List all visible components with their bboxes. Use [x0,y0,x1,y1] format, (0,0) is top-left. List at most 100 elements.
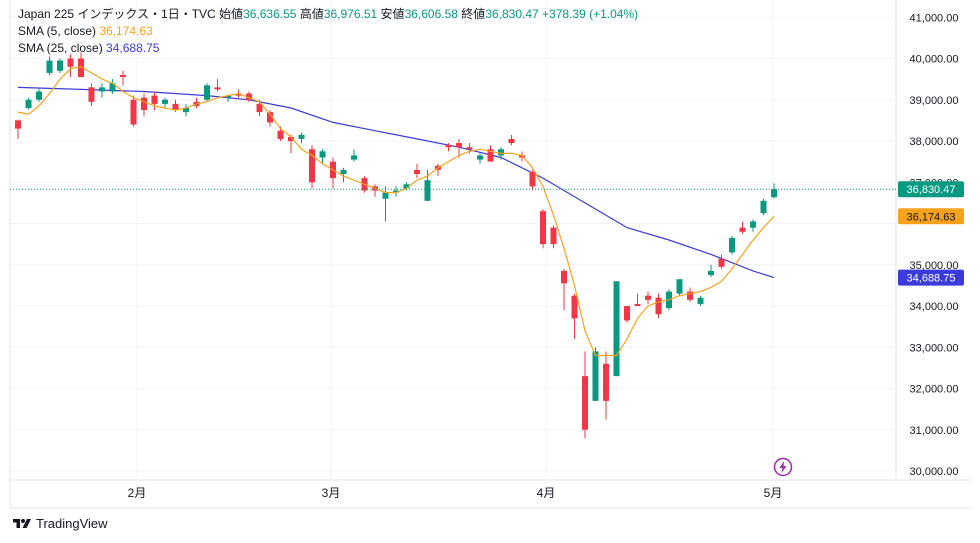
symbol-title[interactable]: Japan 225 インデックス・1日・TVC [18,7,216,21]
candle-body [718,258,725,267]
y-tick-label: 39,000.00 [910,95,959,107]
candle-body [172,103,179,111]
x-tick-label: 2月 [128,486,147,500]
x-tick-label: 5月 [764,486,783,500]
candle-body [529,171,536,187]
candle [708,264,714,278]
candle [151,91,158,111]
candle [613,281,620,377]
candle-body [319,151,326,158]
sma5-price-badge-bg [898,208,964,225]
y-tick-label: 32,000.00 [910,384,959,396]
candle [57,58,63,73]
candle-body [603,363,609,401]
y-tick-label: 31,000.00 [910,425,959,437]
candle [183,103,189,117]
candle-body [445,145,452,148]
candle [760,198,767,216]
candle [340,167,347,183]
candle-body [729,237,735,253]
sma5-line [17,66,775,357]
candle-body [487,149,494,162]
candle [141,93,147,117]
candle [477,153,483,164]
tradingview-attribution[interactable]: TradingView [12,516,108,531]
candle-body [634,303,641,306]
candle-body [760,200,767,214]
candle-body [15,120,21,129]
candle [592,347,599,401]
candle-body [498,149,504,156]
legend-sma5-row[interactable]: SMA (5, close) 36,174.63 [18,23,638,40]
candle-body [697,297,704,304]
candle [162,97,168,108]
change-value: +378.39 (+1.04%) [542,7,639,21]
candle [519,151,525,162]
chart-grid [9,0,970,509]
candle [288,134,294,154]
candle [540,209,546,249]
candle [15,119,21,139]
sma25-price-badge-bg [898,269,964,286]
candle-body [46,60,53,73]
candle-body [550,227,557,245]
candle-body [141,97,147,111]
candle-body [708,270,714,276]
sma5-value: 36,174.63 [99,24,153,38]
candle-body [750,221,756,228]
candle-body [120,75,126,78]
candle-body [456,143,462,148]
candles [15,52,777,438]
sma25-value: 34,688.75 [106,41,160,55]
candle-body [477,155,483,160]
close-label: 終値 [461,7,486,21]
candle [529,169,536,191]
y-tick-label: 41,000.00 [910,12,959,24]
tradingview-brand: TradingView [36,516,108,531]
x-tick-label: 3月 [322,486,341,500]
candle [456,138,462,158]
candle [25,97,32,110]
candle [99,83,105,98]
candle [109,79,116,94]
candle [246,91,252,102]
candle [676,279,683,296]
candle-body [540,211,546,245]
candle [424,169,431,201]
candle [414,163,420,179]
candle [309,145,315,189]
legend-symbol-row: Japan 225 インデックス・1日・TVC 始値36,636.55 高値36… [18,6,638,23]
y-tick-label: 34,000.00 [910,301,959,313]
x-tick-label: 4月 [537,486,556,500]
legend-sma25-row[interactable]: SMA (25, close) 34,688.75 [18,40,638,57]
candle-body [571,295,578,319]
candle [319,149,326,164]
lightning-bolt-icon[interactable] [773,457,793,477]
candle-body [382,192,389,199]
candle-body [88,87,95,102]
candle [214,79,221,92]
candle [718,254,725,269]
candle [78,52,84,78]
sma5-price-badge: 36,174.63 [898,208,964,225]
sma25-label: SMA (25, close) [18,41,103,55]
candle-body [36,91,42,100]
price-axis[interactable]: 41,000.0040,000.0039,000.0038,000.0037,0… [910,12,959,478]
candle-body [624,306,630,321]
candle [267,110,273,127]
candle-body [340,169,347,174]
price-badges: 36,830.47 36,174.63 34,688.75 [10,181,964,286]
close-value: 36,830.47 [485,7,539,21]
candle [729,235,735,255]
candle-body [519,155,525,158]
candle-body [561,270,567,284]
candle-body [687,291,693,300]
y-tick-label: 38,000.00 [910,136,959,148]
candle-body [393,190,399,193]
candle [130,95,137,127]
candle-body [225,95,231,98]
tradingview-logo-icon [13,518,31,528]
candle [36,87,42,102]
time-axis[interactable]: 2月 3月 4月 5月 [128,486,783,500]
candle [771,183,777,199]
